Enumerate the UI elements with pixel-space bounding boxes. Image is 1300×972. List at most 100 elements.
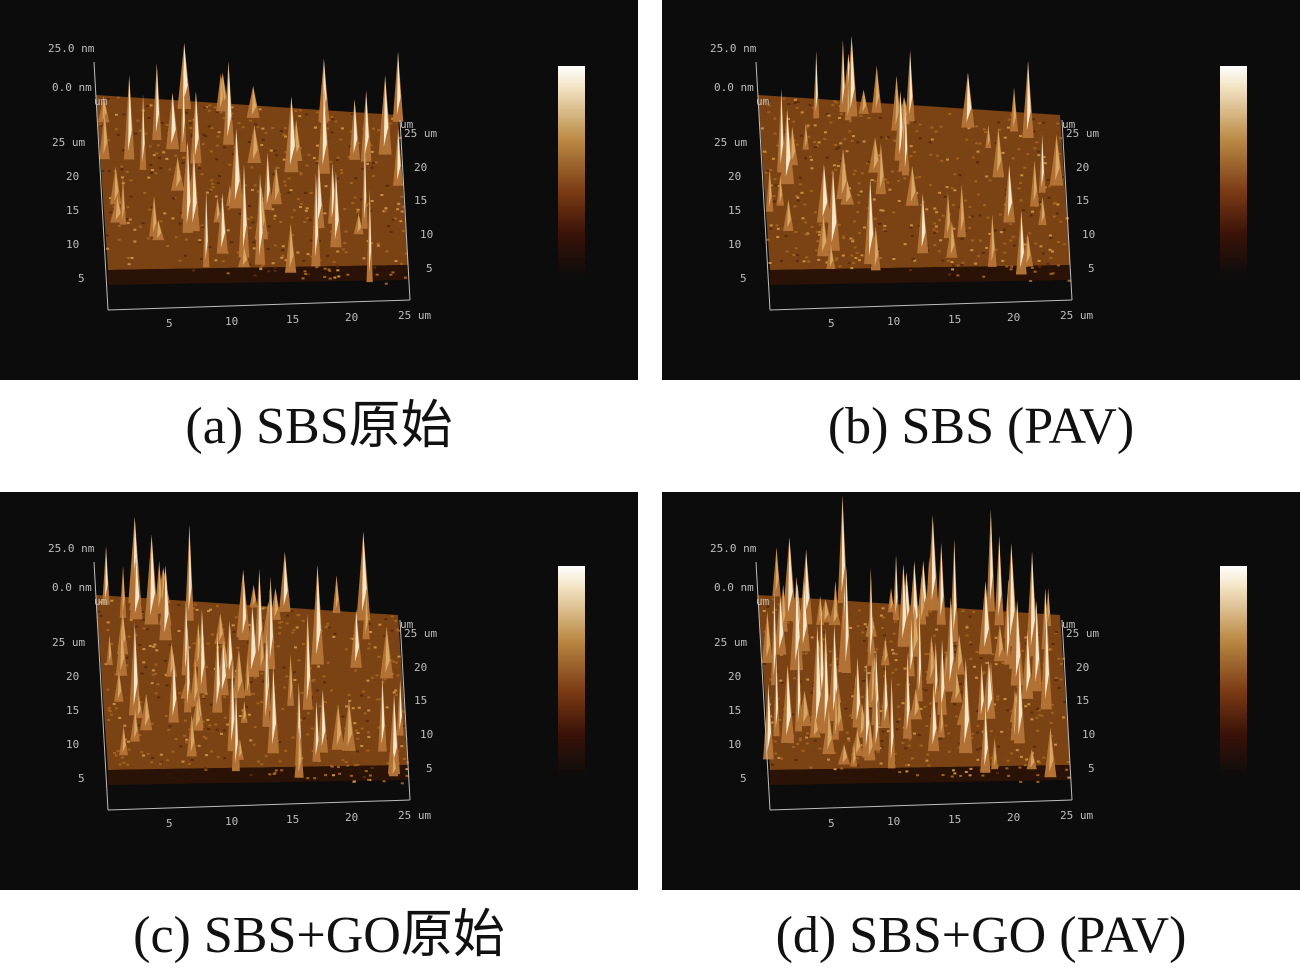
surface-texture	[1066, 761, 1070, 763]
surface-texture	[984, 131, 987, 134]
surface-texture	[327, 268, 331, 271]
surface-texture	[834, 168, 838, 171]
surface-texture	[353, 764, 357, 767]
surface-texture	[174, 236, 178, 239]
surface-texture	[1047, 648, 1051, 651]
surface-texture	[205, 754, 209, 757]
surface-texture	[309, 239, 313, 242]
surface-peak-highlight	[921, 193, 926, 248]
surface-texture	[945, 186, 949, 189]
surface-texture	[274, 769, 278, 772]
surface-texture	[933, 222, 937, 225]
surface-edge	[770, 765, 1070, 785]
surface-texture	[189, 122, 192, 125]
surface-texture	[190, 758, 194, 761]
surface-texture	[261, 139, 265, 141]
surface-texture	[141, 618, 145, 621]
surface-texture	[774, 752, 778, 755]
surface-texture	[862, 680, 865, 682]
surface-texture	[230, 241, 233, 244]
surface-texture	[249, 119, 253, 122]
surface-peak-highlight	[316, 565, 321, 655]
surface-texture	[773, 132, 777, 135]
surface-texture	[377, 726, 381, 729]
surface-texture	[368, 774, 372, 777]
surface-texture	[199, 257, 203, 260]
surface-texture	[994, 636, 998, 639]
surface-texture	[791, 746, 795, 748]
surface-peak-highlight	[194, 91, 199, 157]
surface-texture	[794, 247, 798, 250]
surface-texture	[140, 751, 144, 754]
surface-texture	[1003, 698, 1007, 700]
surface-texture	[116, 96, 120, 99]
right-tick: 15	[1076, 194, 1089, 207]
surface-texture	[763, 100, 766, 103]
surface-texture	[329, 230, 333, 233]
surface-texture	[847, 262, 851, 265]
surface-texture	[378, 623, 382, 626]
surface-texture	[130, 257, 134, 259]
surface-texture	[166, 759, 170, 762]
surface-texture	[904, 764, 908, 767]
surface-texture	[259, 266, 263, 269]
surface-peak-highlight	[164, 565, 169, 633]
surface-texture	[146, 105, 149, 108]
surface-texture	[315, 266, 319, 269]
surface-texture	[265, 607, 269, 610]
surface-texture	[992, 703, 996, 706]
surface-texture	[1025, 758, 1029, 761]
surface-texture	[996, 772, 999, 775]
surface-texture	[333, 632, 337, 635]
surface-peak-highlight	[102, 96, 107, 120]
surface-texture	[399, 220, 403, 223]
surface-texture	[253, 726, 257, 729]
surface-peak-highlight	[289, 223, 294, 268]
surface-peak-highlight	[133, 622, 138, 707]
surface-peak-highlight	[260, 631, 264, 667]
surface-texture	[909, 226, 913, 229]
surface-texture	[127, 748, 131, 751]
surface-texture	[917, 734, 921, 737]
surface-texture	[200, 173, 204, 176]
surface-texture	[1030, 711, 1033, 714]
surface-texture	[795, 143, 799, 146]
surface-texture	[192, 269, 195, 272]
surface-texture	[857, 201, 861, 204]
surface-texture	[366, 679, 370, 682]
bottom-tick: 25 um	[1060, 809, 1093, 822]
surface-texture	[967, 127, 971, 130]
surface-texture	[981, 774, 985, 777]
surface-texture	[121, 176, 124, 179]
surface-texture	[152, 645, 156, 648]
surface-texture	[366, 162, 369, 165]
surface-texture	[129, 195, 133, 198]
surface-peak-highlight	[182, 42, 188, 103]
surface-texture	[206, 719, 210, 721]
surface-texture	[200, 224, 204, 227]
surface-texture	[1057, 241, 1060, 243]
surface-texture	[286, 614, 289, 617]
surface-peak-highlight	[984, 581, 989, 647]
surface-texture	[862, 639, 866, 642]
surface-texture	[197, 744, 201, 747]
surface-texture	[281, 249, 285, 252]
surface-texture	[183, 734, 187, 737]
surface-texture	[356, 750, 359, 753]
surface-texture	[810, 158, 814, 161]
surface-texture	[838, 265, 842, 268]
surface-peak-highlight	[931, 515, 936, 601]
surface-texture	[880, 746, 884, 749]
bottom-tick: 25 um	[1060, 309, 1093, 322]
surface-peak-highlight	[791, 126, 796, 162]
surface-texture	[981, 672, 985, 675]
surface-texture	[859, 744, 863, 747]
z-max-label: 25.0 nm	[710, 42, 757, 55]
surface-texture	[855, 252, 859, 254]
surface-texture	[772, 200, 776, 203]
surface-texture	[134, 132, 138, 135]
surface-peak-highlight	[114, 166, 119, 201]
z-min-label: 0.0 nm	[52, 581, 92, 594]
surface-texture	[197, 164, 201, 167]
surface-texture	[340, 169, 344, 172]
